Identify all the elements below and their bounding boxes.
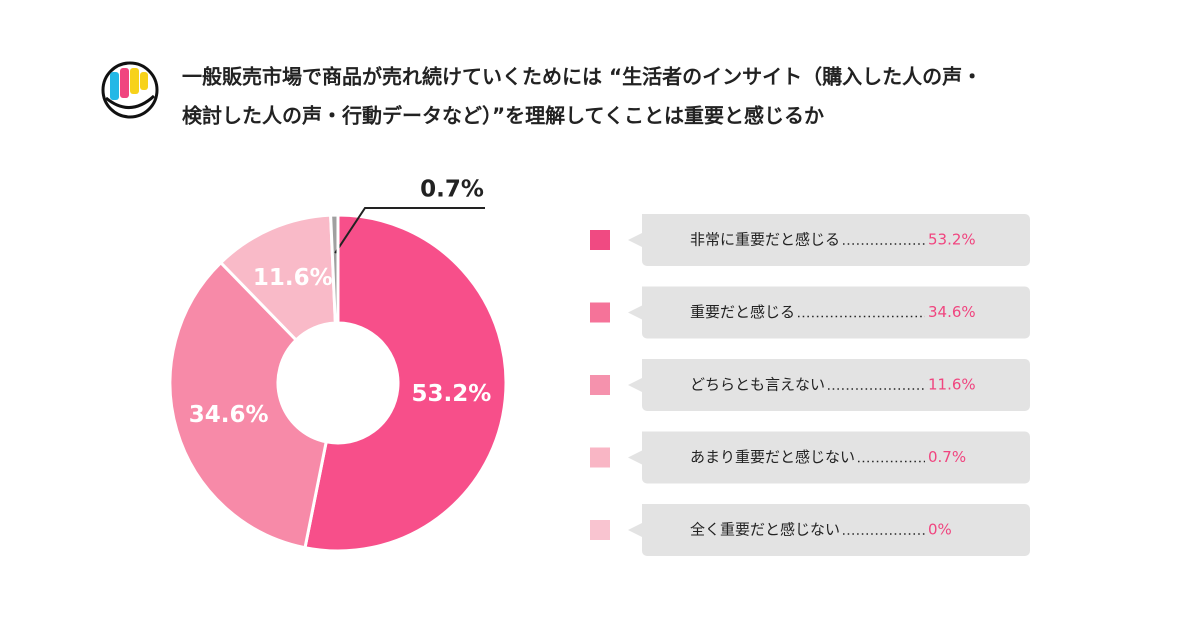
legend-swatch	[590, 520, 610, 540]
slice-label: 0.7%	[420, 177, 484, 203]
legend-value: 11.6%	[928, 376, 976, 394]
legend-swatch	[590, 302, 610, 323]
donut-slice	[303, 213, 508, 553]
slice-label: 34.6%	[189, 402, 269, 428]
legend-value: 34.6%	[928, 303, 976, 321]
legend-bubble	[628, 214, 1030, 266]
legend-label: 非常に重要だと感じる	[690, 231, 840, 249]
legend-label: あまり重要だと感じない	[690, 448, 855, 466]
slice-label: 11.6%	[253, 265, 333, 291]
legend-label: どちらとも言えない	[690, 376, 825, 394]
legend-bubble	[628, 359, 1030, 411]
logo	[101, 61, 159, 119]
legend-swatch	[590, 447, 610, 468]
leader-line	[334, 207, 485, 254]
legend-label: 重要だと感じる	[690, 303, 795, 321]
legend-label: 全く重要だと感じない	[690, 521, 840, 539]
legend-value: 0%	[928, 521, 952, 539]
legend-value: 0.7%	[928, 448, 966, 466]
legend-bubble	[628, 504, 1030, 556]
chart-title: 一般販売市場で商品が売れ続けていくためには “生活者のインサイト（購入した人の声…	[182, 65, 982, 89]
legend-bubble	[628, 286, 1030, 339]
slice-label: 53.2%	[412, 381, 492, 407]
chart-title: 検討した人の声・行動データなど）”を理解してくことは重要と感じるか	[182, 104, 824, 128]
donut-slice	[168, 260, 328, 550]
legend-swatch	[590, 375, 610, 395]
legend-swatch	[590, 230, 610, 250]
donut-slice	[218, 213, 337, 343]
legend-value: 53.2%	[928, 231, 976, 249]
legend-bubble	[628, 431, 1030, 484]
